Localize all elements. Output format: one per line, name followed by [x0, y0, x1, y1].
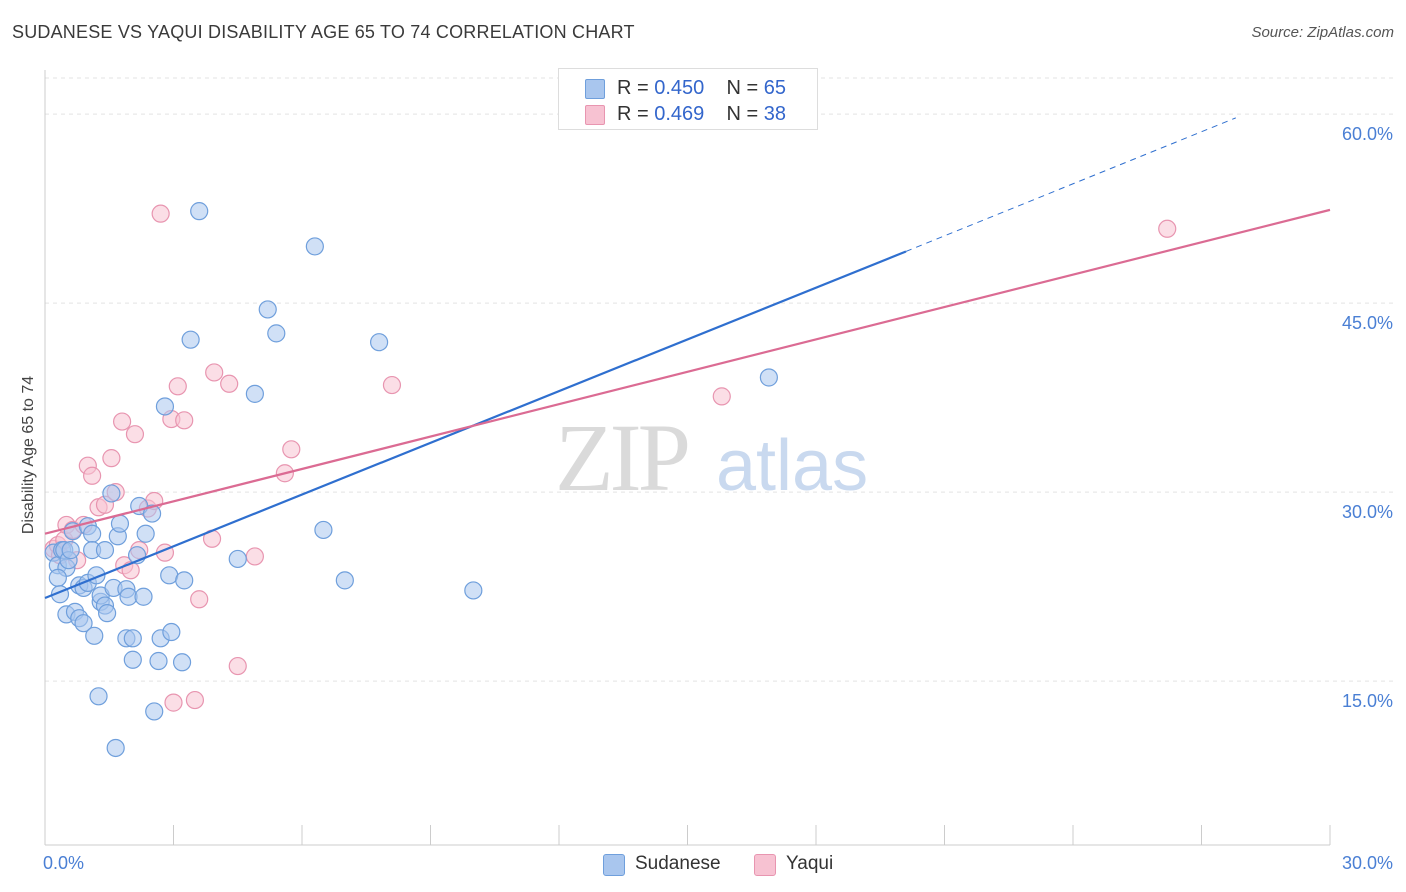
sudanese-point — [123, 629, 142, 648]
tick-labels: 15.0% 30.0% 45.0% 60.0% 0.0% 30.0% — [43, 124, 1393, 873]
chart-source: Source: ZipAtlas.com — [1251, 24, 1394, 41]
legend-r-label: R = — [617, 103, 649, 125]
sudanese-point — [136, 524, 155, 543]
sudanese-point — [258, 300, 277, 319]
yaqui-point — [220, 374, 239, 393]
sudanese-point — [123, 650, 142, 669]
sudanese-point — [305, 237, 324, 256]
yaqui-point — [112, 412, 132, 431]
legend-swatch-sudanese — [585, 79, 605, 99]
chart-title: SUDANESE VS YAQUI DISABILITY AGE 65 TO 7… — [12, 22, 635, 42]
yaqui-point — [205, 363, 224, 382]
sudanese-point — [155, 397, 175, 416]
bottom-legend-label-yaqui: Yaqui — [786, 853, 834, 874]
sudanese-point — [190, 202, 209, 221]
sudanese-point — [145, 702, 164, 721]
sudanese-point — [61, 541, 80, 560]
yaqui-point — [382, 375, 402, 395]
y-tick-label: 60.0% — [1342, 124, 1393, 144]
y-tick-label: 30.0% — [1342, 502, 1393, 522]
sudanese-point — [95, 541, 115, 560]
sudanese-points — [44, 202, 778, 758]
sudanese-point — [85, 626, 104, 645]
y-axis-label: Disability Age 65 to 74 — [20, 376, 37, 534]
yaqui-point — [175, 411, 194, 430]
sudanese-point — [335, 571, 354, 590]
yaqui-point — [102, 449, 121, 468]
bottom-legend-label-sudanese: Sudanese — [635, 853, 721, 874]
watermark-atlas: atlas — [716, 426, 868, 506]
yaqui-point — [164, 693, 183, 712]
sudanese-point — [142, 504, 162, 523]
watermark-zip: ZIP — [555, 404, 688, 511]
legend-box: R = 0.450 N = 65 R = 0.469 N = 38 — [558, 68, 818, 130]
yaqui-point — [125, 425, 145, 444]
sudanese-point — [175, 571, 194, 590]
watermark: ZIP atlas — [555, 404, 868, 511]
bottom-legend-swatch-yaqui — [754, 854, 776, 876]
sudanese-point — [464, 581, 483, 600]
y-tick-label: 45.0% — [1342, 313, 1393, 333]
yaqui-point — [185, 690, 205, 710]
yaqui-point — [712, 387, 731, 406]
legend-n-label: N = — [726, 77, 759, 99]
yaqui-point — [190, 590, 209, 609]
legend-text-yaqui: R = 0.469 N = 38 — [617, 103, 786, 126]
trend-lines — [44, 117, 1331, 600]
sudanese-point — [228, 549, 247, 569]
sudanese-point — [267, 324, 286, 343]
yaqui-point — [228, 656, 247, 676]
sudanese-trend-extension — [905, 117, 1236, 252]
sudanese-point — [172, 653, 192, 672]
sudanese-point — [162, 622, 181, 642]
sudanese-point — [245, 384, 264, 403]
yaqui-point — [83, 466, 102, 485]
sudanese-point — [149, 651, 168, 671]
legend-r-label: R = — [617, 77, 649, 99]
legend-r-value-sudanese: 0.450 — [654, 77, 705, 99]
sudanese-point — [98, 604, 117, 623]
legend-text-sudanese: R = 0.450 N = 65 — [617, 77, 786, 100]
legend-swatch-yaqui — [585, 105, 605, 125]
yaqui-point — [1158, 219, 1177, 238]
yaqui-point — [168, 377, 187, 396]
sudanese-point — [181, 330, 200, 349]
sudanese-point — [102, 484, 121, 503]
yaqui-trend-line — [44, 208, 1331, 535]
legend-n-value-sudanese: 65 — [763, 77, 787, 99]
y-tick-label: 15.0% — [1342, 691, 1393, 711]
sudanese-point — [89, 687, 108, 706]
x-tick-label-start: 0.0% — [43, 853, 84, 873]
sudanese-point — [759, 368, 778, 387]
sudanese-point — [134, 587, 153, 606]
sudanese-point — [106, 738, 125, 758]
sudanese-point — [314, 520, 333, 540]
legend-r-value-yaqui: 0.469 — [654, 103, 705, 125]
sudanese-point — [48, 568, 67, 587]
yaqui-point — [151, 204, 170, 223]
yaqui-point — [245, 547, 264, 566]
axes-layer — [44, 70, 1331, 846]
bottom-legend-swatch-sudanese — [603, 854, 625, 876]
sudanese-point — [370, 333, 389, 352]
legend-n-value-yaqui: 38 — [763, 103, 787, 125]
sudanese-point — [110, 514, 130, 533]
legend-n-label: N = — [726, 103, 759, 125]
yaqui-point — [282, 440, 301, 459]
grid-layer — [45, 77, 1395, 682]
sudanese-point — [83, 524, 102, 543]
sudanese-point — [74, 614, 93, 633]
x-tick-label-end: 30.0% — [1342, 853, 1393, 873]
